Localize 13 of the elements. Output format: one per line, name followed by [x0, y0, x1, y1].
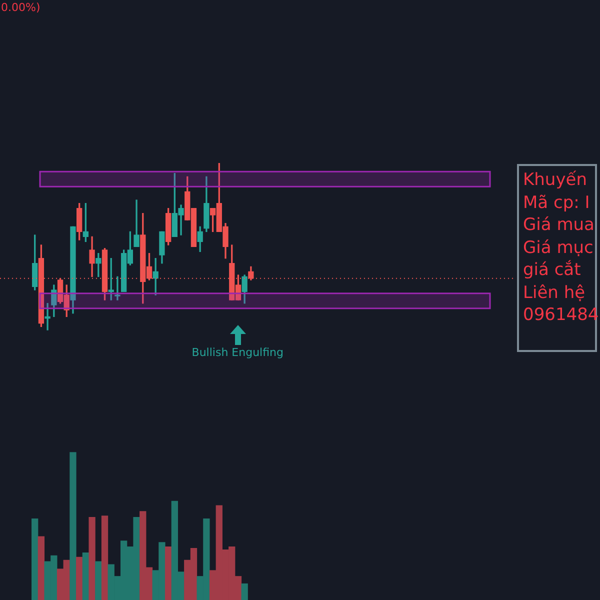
- bar: [82, 552, 90, 600]
- bar: [101, 516, 108, 600]
- bar: [70, 452, 76, 600]
- bar: [88, 517, 96, 600]
- text: 0.00%): [1, 1, 40, 14]
- bar: [76, 556, 83, 600]
- bar: [95, 561, 102, 600]
- bar: [164, 546, 172, 600]
- bar: [241, 583, 248, 600]
- text: Khuyến Mã cp: I Giá mua Giá mục giá cắt Liên hệ 0961484: [517, 164, 599, 352]
- bar: [32, 518, 38, 600]
- bar: [38, 536, 45, 600]
- text: Bullish Engulfing: [190, 346, 284, 359]
